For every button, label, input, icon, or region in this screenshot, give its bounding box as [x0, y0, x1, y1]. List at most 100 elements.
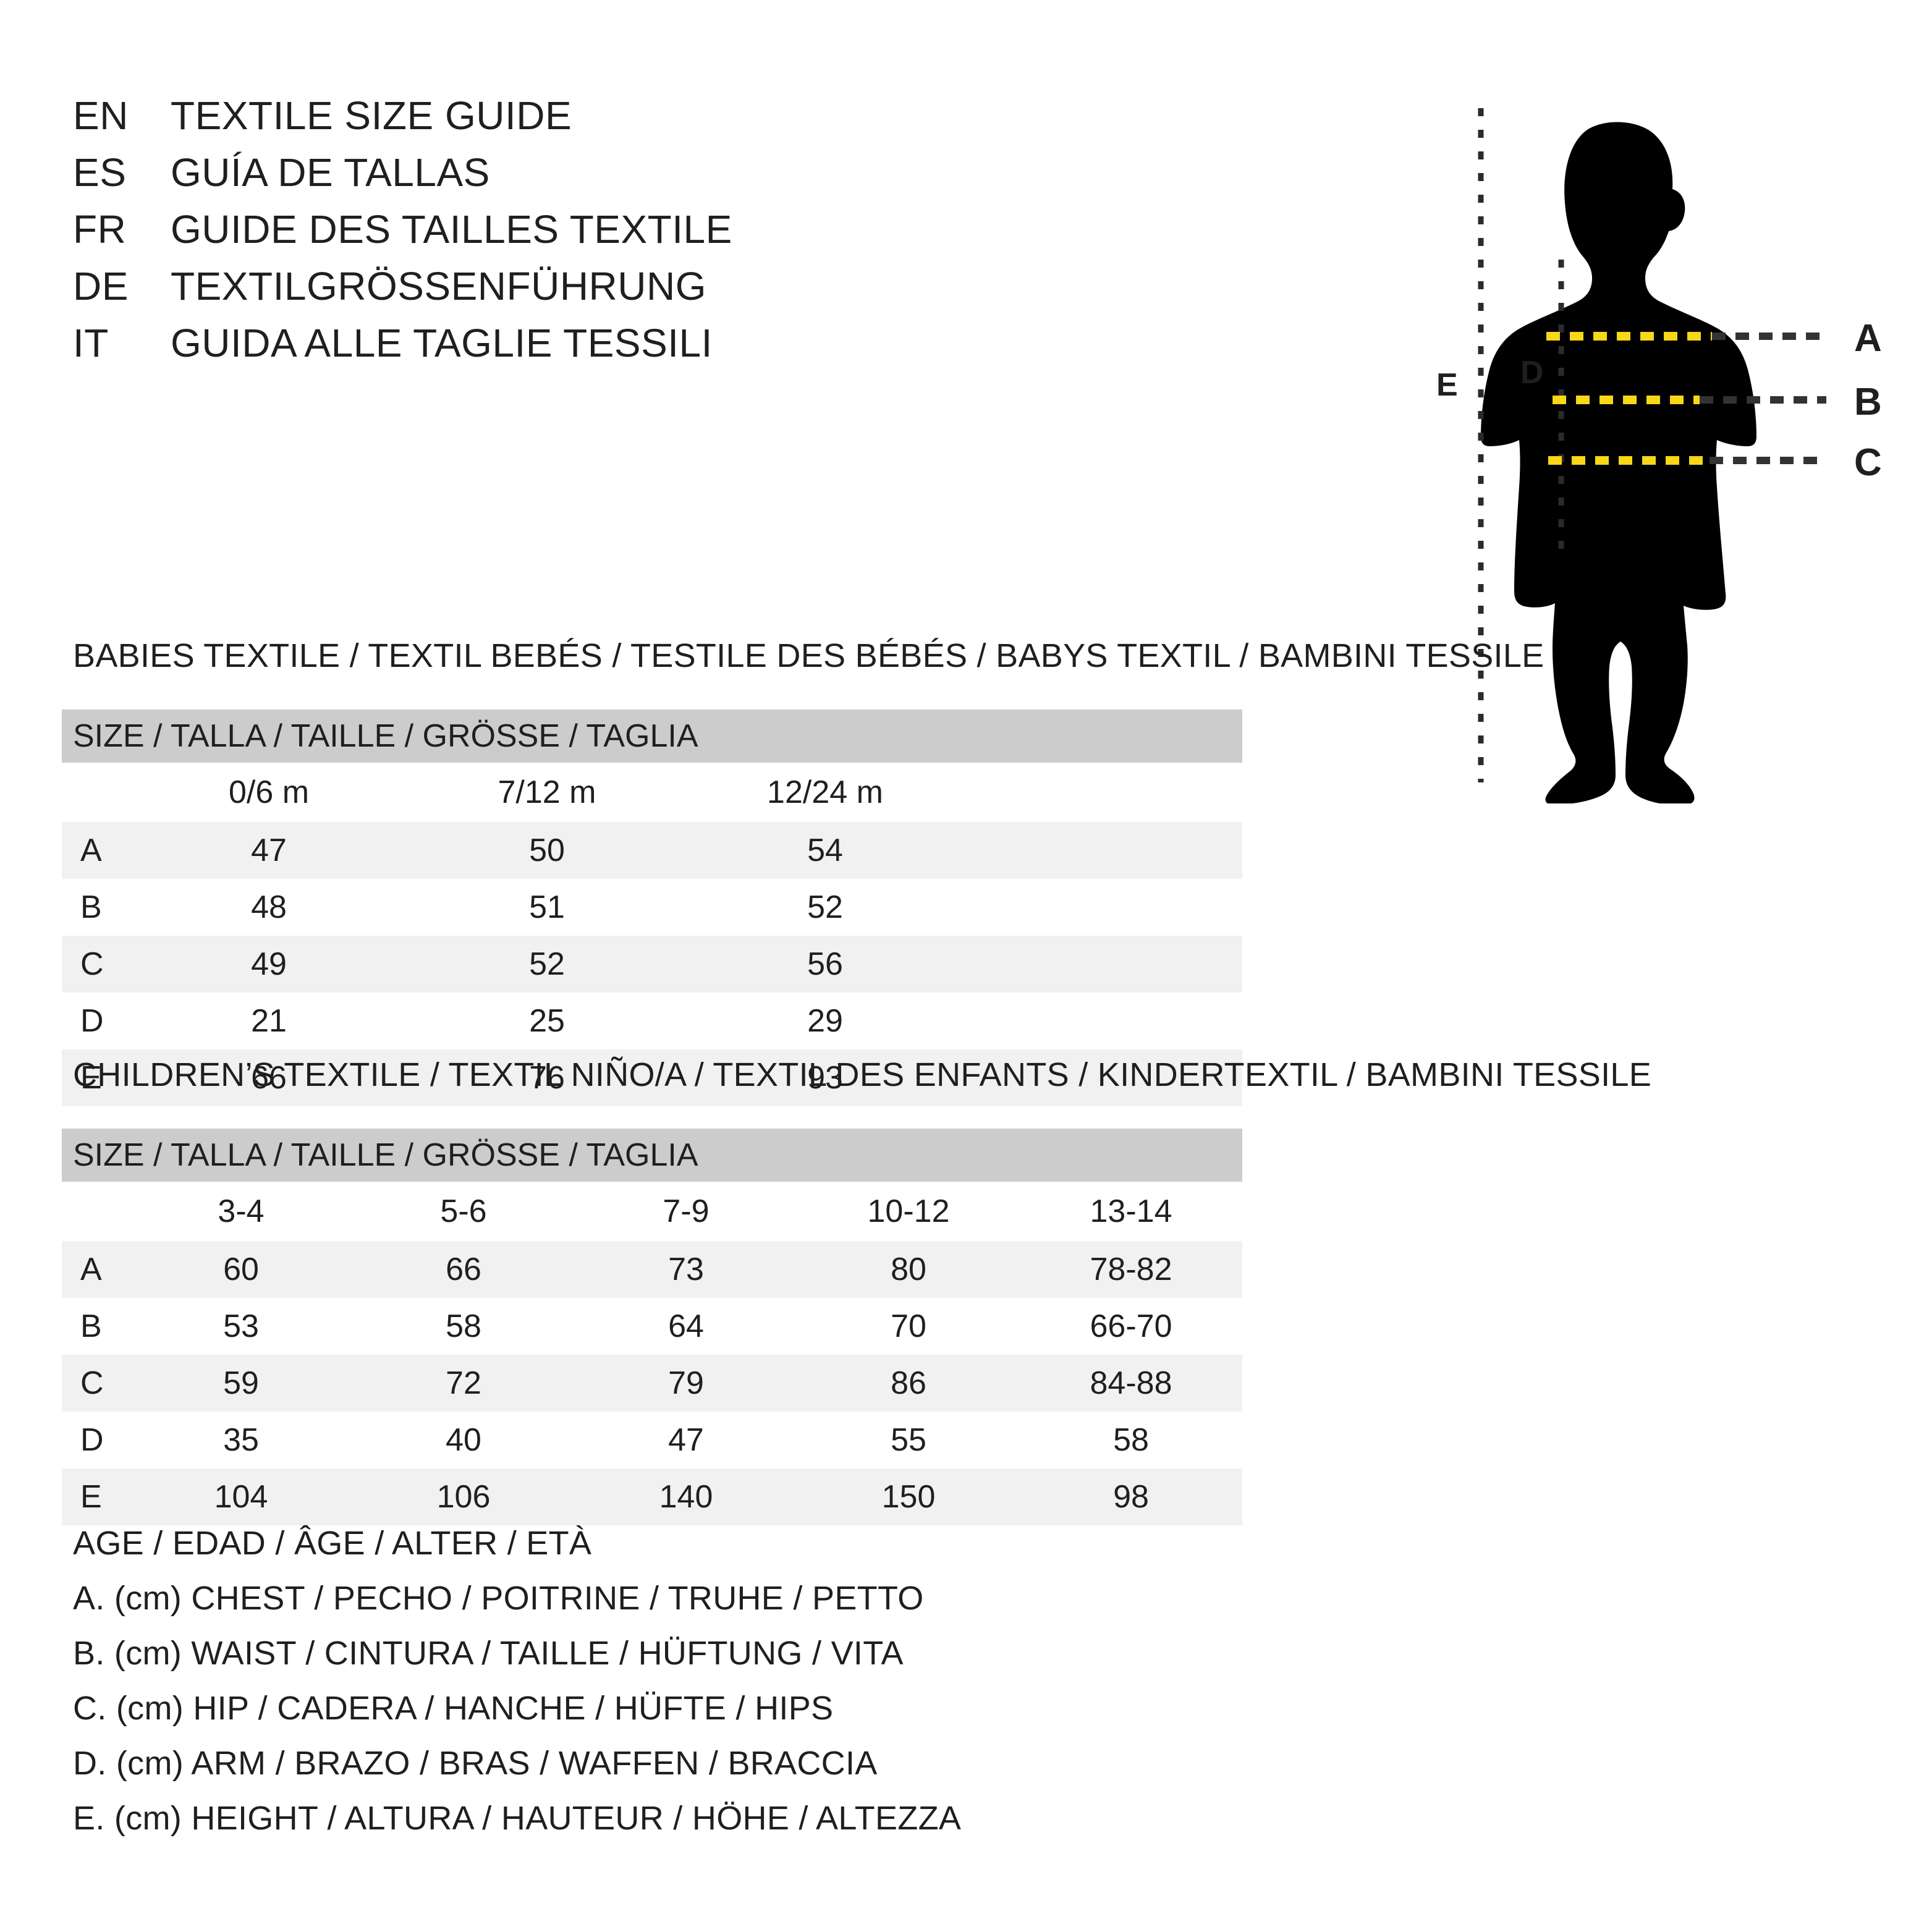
children-col-header-1: 5-6 [352, 1182, 575, 1241]
legend-item-b: B. (cm) WAIST / CINTURA / TAILLE / HÜFTU… [73, 1635, 904, 1672]
babies-cell-e-2: 93 [686, 1049, 964, 1106]
figure-marker-e: E [1436, 367, 1458, 403]
babies-cell-e-3 [964, 1049, 1242, 1106]
children-cell-e-2: 140 [575, 1468, 797, 1525]
measurement-figure: A B C D E [1421, 74, 1916, 803]
language-row-es: ES GUÍA DE TALLAS [73, 150, 1309, 206]
babies-col-header-2: 12/24 m [686, 763, 964, 822]
legend-item-e: E. (cm) HEIGHT / ALTURA / HAUTEUR / HÖHE… [73, 1800, 962, 1837]
language-title-es: GUÍA DE TALLAS [171, 150, 490, 195]
children-cell-a-0: 60 [130, 1241, 352, 1298]
figure-marker-d: D [1520, 355, 1544, 391]
table-row: A 47 50 54 [62, 822, 1242, 879]
language-code-de: DE [73, 264, 129, 308]
language-row-en: EN TEXTILE SIZE GUIDE [73, 93, 1309, 150]
children-cell-b-3: 70 [891, 1308, 926, 1344]
language-code-it: IT [73, 321, 109, 365]
children-cell-c-3: 86 [797, 1355, 1020, 1412]
language-row-fr: FR GUIDE DES TAILLES TEXTILE [73, 206, 1309, 263]
children-cell-b-1: 58 [446, 1308, 481, 1344]
language-title-fr: GUIDE DES TAILLES TEXTILE [171, 207, 732, 252]
babies-cell-a-2: 54 [686, 822, 964, 879]
table-row: B 53 58 64 70 66-70 [62, 1298, 1242, 1355]
babies-cell-a-0: 47 [130, 822, 408, 879]
children-cell-d-2: 47 [668, 1422, 704, 1458]
babies-cell-c-0: 49 [130, 936, 408, 993]
babies-row-label-c: C [62, 936, 130, 993]
babies-cell-a-3 [964, 822, 1242, 879]
children-cell-e-1: 106 [352, 1468, 575, 1525]
language-title-en: TEXTILE SIZE GUIDE [171, 93, 572, 138]
children-col-header-4: 13-14 [1020, 1182, 1242, 1241]
children-row-label-d: D [80, 1422, 104, 1458]
babies-cell-c-3 [964, 936, 1242, 993]
language-code-es: ES [73, 150, 127, 195]
children-cell-a-3: 80 [797, 1241, 1020, 1298]
children-cell-d-0: 35 [223, 1422, 259, 1458]
babies-col-header-1: 7/12 m [408, 763, 686, 822]
babies-corner-cell [62, 763, 130, 822]
legend-title: AGE / EDAD / ÂGE / ALTER / ETÀ [73, 1525, 592, 1562]
children-col-header-3: 10-12 [797, 1182, 1020, 1241]
babies-cell-a-1: 50 [408, 822, 686, 879]
table-row: C 49 52 56 [62, 936, 1242, 993]
children-corner-cell [62, 1182, 130, 1241]
babies-cell-d-2: 29 [807, 1003, 843, 1039]
children-col-header-2: 7-9 [575, 1182, 797, 1241]
babies-size-bar: SIZE / TALLA / TAILLE / GRÖSSE / TAGLIA [62, 710, 1242, 763]
babies-cell-e-1: 76 [408, 1049, 686, 1106]
children-size-bar: SIZE / TALLA / TAILLE / GRÖSSE / TAGLIA [62, 1129, 1242, 1182]
babies-cell-b-0: 48 [251, 889, 287, 925]
table-row: D 21 25 29 [62, 993, 1242, 1049]
babies-section-heading: BABIES TEXTILE / TEXTIL BEBÉS / TESTILE … [73, 637, 1544, 674]
babies-cell-b-3 [964, 879, 1242, 936]
children-column-header-row: 3-4 5-6 7-9 10-12 13-14 [62, 1182, 1242, 1241]
children-cell-a-1: 66 [352, 1241, 575, 1298]
measurement-legend: AGE / EDAD / ÂGE / ALTER / ETÀ A. (cm) C… [73, 1524, 1309, 1854]
legend-item-d: D. (cm) ARM / BRAZO / BRAS / WAFFEN / BR… [73, 1745, 878, 1782]
table-row: A 60 66 73 80 78-82 [62, 1241, 1242, 1298]
babies-column-header-row: 0/6 m 7/12 m 12/24 m [62, 763, 1242, 822]
children-cell-d-4: 58 [1113, 1422, 1149, 1458]
children-cell-b-2: 64 [668, 1308, 704, 1344]
table-row: B 48 51 52 [62, 879, 1242, 936]
children-row-label-a: A [62, 1241, 130, 1298]
language-code-en: EN [73, 93, 129, 138]
figure-marker-a: A [1854, 317, 1882, 360]
babies-row-label-b: B [80, 889, 102, 925]
babies-cell-b-2: 52 [807, 889, 843, 925]
children-cell-d-1: 40 [446, 1422, 481, 1458]
babies-row-label-d: D [80, 1003, 104, 1039]
figure-marker-b: B [1854, 381, 1882, 423]
children-cell-c-2: 79 [575, 1355, 797, 1412]
children-cell-e-0: 104 [130, 1468, 352, 1525]
children-row-label-e: E [62, 1468, 130, 1525]
table-row: E 104 106 140 150 98 [62, 1468, 1242, 1525]
babies-cell-d-1: 25 [529, 1003, 565, 1039]
babies-row-label-e: E [62, 1049, 130, 1106]
language-title-de: TEXTILGRÖSSENFÜHRUNG [171, 264, 706, 308]
babies-cell-c-1: 52 [408, 936, 686, 993]
children-cell-c-0: 59 [130, 1355, 352, 1412]
table-row: D 35 40 47 55 58 [62, 1412, 1242, 1468]
children-col-header-0: 3-4 [130, 1182, 352, 1241]
table-row: E 66 76 93 [62, 1049, 1242, 1106]
children-size-table: SIZE / TALLA / TAILLE / GRÖSSE / TAGLIA … [62, 1129, 1242, 1525]
children-cell-d-3: 55 [891, 1422, 926, 1458]
children-cell-e-3: 150 [797, 1468, 1020, 1525]
children-cell-a-4: 78-82 [1020, 1241, 1242, 1298]
babies-row-label-a: A [62, 822, 130, 879]
language-row-it: IT GUIDA ALLE TAGLIE TESSILI [73, 320, 1309, 377]
children-row-label-b: B [80, 1308, 102, 1344]
babies-cell-e-0: 66 [130, 1049, 408, 1106]
children-cell-b-4: 66-70 [1090, 1308, 1172, 1344]
children-cell-e-4: 98 [1020, 1468, 1242, 1525]
language-code-fr: FR [73, 207, 127, 252]
language-title-block: EN TEXTILE SIZE GUIDE ES GUÍA DE TALLAS … [73, 93, 1309, 377]
legend-item-a: A. (cm) CHEST / PECHO / POITRINE / TRUHE… [73, 1580, 924, 1617]
babies-size-bar-label: SIZE / TALLA / TAILLE / GRÖSSE / TAGLIA [73, 718, 698, 754]
language-title-it: GUIDA ALLE TAGLIE TESSILI [171, 321, 713, 365]
babies-col-header-0: 0/6 m [130, 763, 408, 822]
babies-cell-d-3 [964, 993, 1242, 1049]
children-section-heading: CHILDREN’S TEXTILE / TEXTIL NIÑO/A / TEX… [73, 1056, 1652, 1093]
